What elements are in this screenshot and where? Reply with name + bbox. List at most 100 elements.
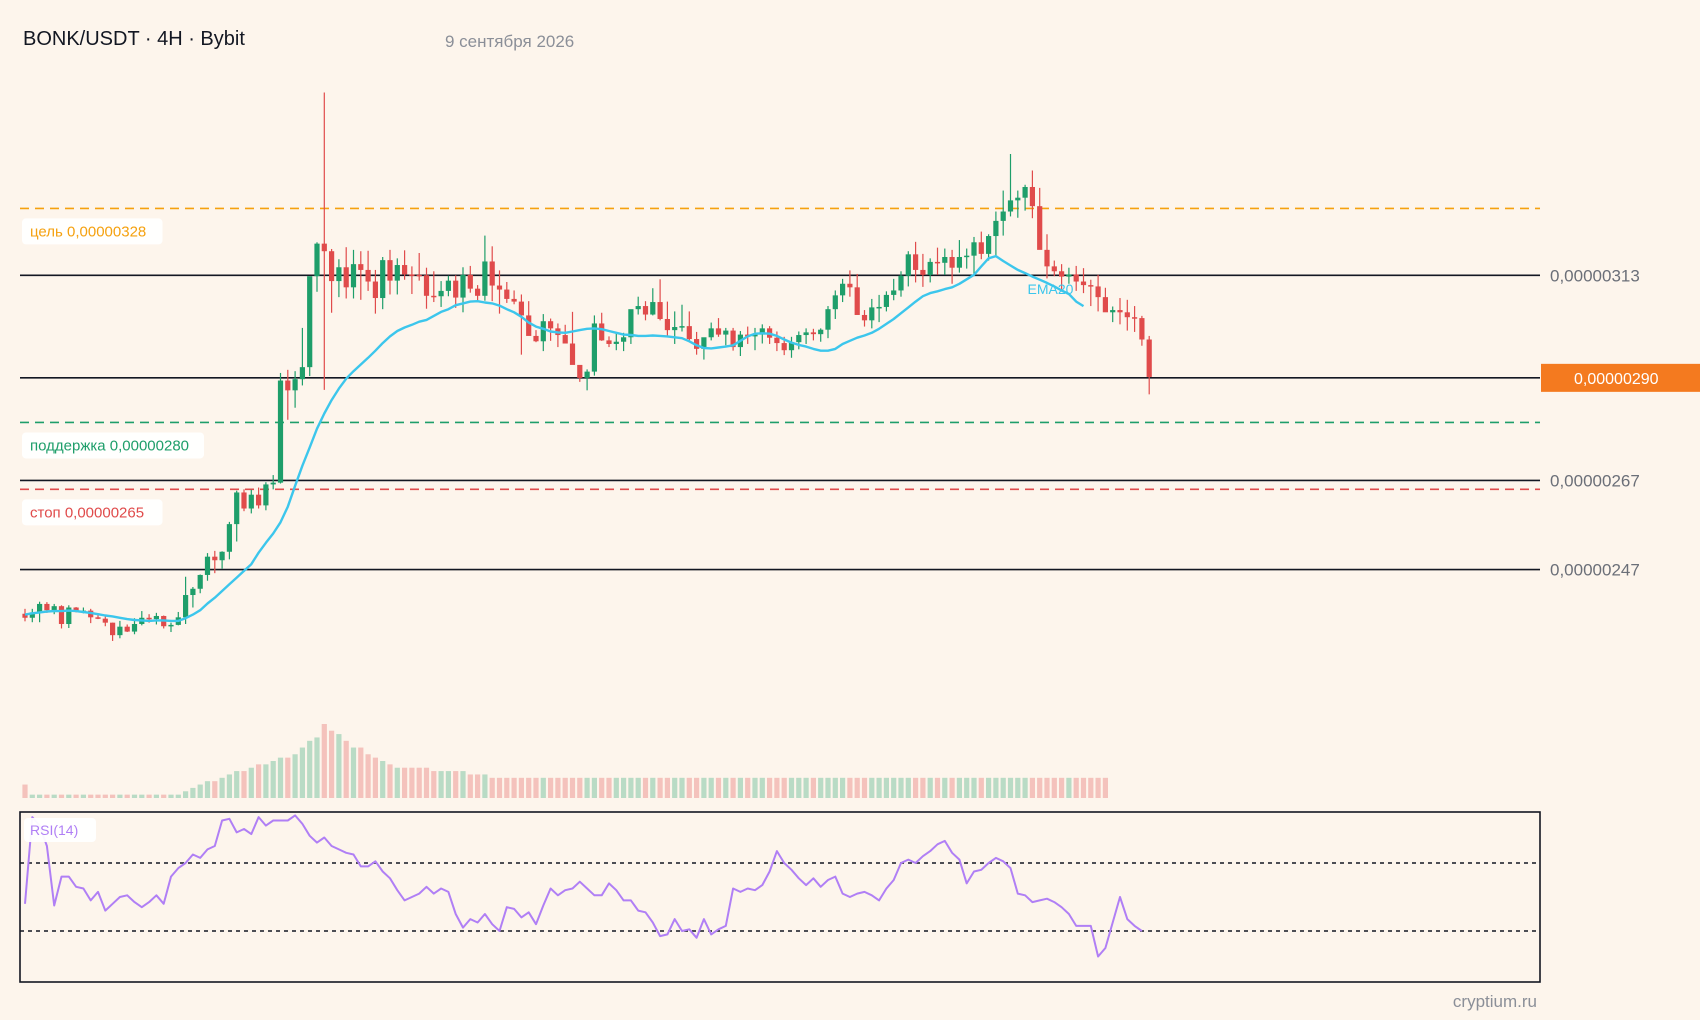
volume-bar (949, 777, 955, 798)
candle (460, 267, 466, 313)
volume-bar (88, 794, 94, 798)
candle (248, 489, 254, 514)
candle-body (256, 494, 262, 506)
volume-bar (942, 777, 948, 798)
candle (511, 290, 517, 305)
volume-bar (956, 777, 962, 798)
candle (365, 250, 371, 291)
candle (219, 551, 225, 569)
candle (599, 312, 605, 341)
volume-bar (226, 774, 232, 798)
candle (898, 271, 904, 297)
candle (88, 608, 94, 624)
candle (803, 328, 809, 344)
candle (329, 248, 335, 313)
candle (453, 275, 459, 308)
volume-bar (869, 777, 875, 798)
volume-bar (555, 777, 561, 798)
volume-bar (1029, 777, 1035, 798)
axis-price-label: 0,00000247 (1550, 561, 1640, 580)
candle (475, 285, 481, 303)
volume-bar (781, 777, 787, 798)
volume-bar (694, 777, 700, 798)
candle (110, 622, 116, 641)
candle-body (1029, 186, 1035, 207)
volume-bar (29, 794, 35, 798)
candle-body (292, 379, 298, 391)
candle (350, 249, 357, 299)
volume-bar (847, 777, 853, 798)
candle-body (978, 242, 984, 254)
volume-bar (153, 794, 159, 798)
candle (139, 611, 145, 626)
candle-body (204, 556, 211, 575)
candle-body (307, 276, 313, 368)
volume-bar (1051, 777, 1057, 798)
candle (591, 315, 597, 376)
candle (854, 273, 860, 315)
volume-bar (37, 794, 43, 798)
ema20-label: EMA20 (1028, 281, 1074, 297)
volume-bar (613, 777, 619, 798)
candle-body (818, 329, 824, 335)
candle (796, 331, 802, 350)
candle (613, 332, 619, 351)
level-tag-box (22, 218, 163, 245)
volume-bar (526, 777, 532, 798)
candle-body (825, 309, 831, 330)
candle-body (190, 588, 196, 596)
candle-body (299, 367, 305, 380)
candle (153, 612, 159, 625)
candle (876, 294, 882, 323)
volume-bar (825, 777, 831, 798)
candle-body (102, 618, 108, 623)
volume-bar (1066, 777, 1072, 798)
candle-body (774, 337, 780, 344)
volume-bar (350, 747, 357, 798)
rsi-tag-text: RSI(14) (30, 822, 78, 838)
candle (204, 553, 211, 581)
candle-body (701, 337, 707, 349)
volume-bar (460, 771, 466, 798)
candle-body (949, 257, 955, 268)
volume-bar (759, 777, 765, 798)
volume-bar (51, 794, 57, 798)
candle (1139, 315, 1145, 346)
volume-bar (898, 777, 904, 798)
candle (1007, 153, 1014, 217)
volume-bar (562, 777, 568, 798)
candle (869, 298, 875, 329)
candle-body (898, 275, 904, 291)
candle-body (1059, 271, 1065, 277)
candle (1146, 335, 1152, 395)
candle-body (1073, 274, 1079, 282)
volume-bar (95, 794, 101, 798)
candle-body (336, 267, 342, 282)
candle-body (22, 613, 28, 618)
candle-body (29, 612, 35, 618)
candle (307, 276, 313, 377)
candle-body (226, 524, 232, 552)
volume-bar (737, 777, 743, 798)
volume-bar (934, 777, 941, 798)
candle (986, 234, 992, 261)
candle-body (66, 607, 72, 625)
volume-bar (285, 757, 291, 798)
volume-bar (891, 777, 897, 798)
volume-bar (1022, 777, 1028, 798)
volume-bar (438, 771, 444, 798)
volume-bar (788, 777, 795, 798)
candle (548, 318, 554, 341)
candle (1029, 170, 1035, 219)
volume-bar (117, 794, 123, 798)
candle-body (657, 302, 663, 319)
volume-bar (453, 771, 459, 798)
candle (1037, 187, 1043, 250)
candle-body (635, 306, 641, 310)
candle (562, 324, 568, 344)
candle (672, 311, 678, 344)
candle (1095, 274, 1101, 312)
volume-bar (1007, 777, 1014, 798)
